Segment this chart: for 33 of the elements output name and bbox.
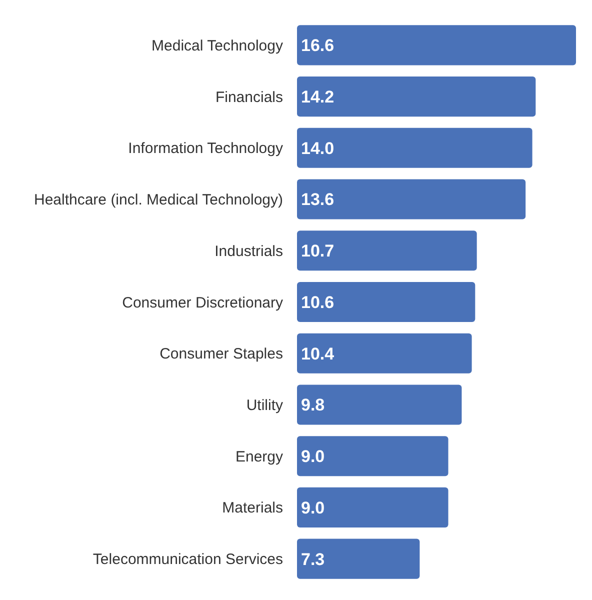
data-label: 16.6	[301, 36, 334, 56]
y-tick-label: Consumer Discretionary	[122, 294, 284, 312]
y-tick-label: Energy	[235, 448, 284, 466]
bar	[297, 179, 526, 220]
data-label: 10.6	[301, 292, 334, 312]
data-label: 9.0	[301, 498, 325, 518]
y-tick-label: Information Technology	[128, 140, 284, 158]
data-label: 9.8	[301, 396, 325, 415]
y-tick-label: Materials	[222, 500, 283, 517]
y-tick-label: Medical Technology	[152, 37, 284, 54]
data-label: 7.3	[301, 550, 325, 569]
data-label: 14.0	[301, 138, 334, 158]
bar	[297, 487, 448, 528]
data-label: 13.6	[301, 190, 334, 210]
data-label: 9.0	[301, 447, 325, 466]
bar	[297, 230, 477, 271]
bar	[297, 436, 448, 476]
bar	[297, 384, 462, 425]
bar	[297, 538, 420, 579]
data-label: 10.4	[301, 344, 335, 364]
y-tick-label: Industrials	[214, 242, 283, 260]
bar	[297, 25, 576, 66]
y-tick-label: Telecommunication Services	[92, 551, 283, 568]
y-tick-label: Utility	[246, 396, 284, 414]
data-label: 10.7	[301, 242, 334, 261]
y-tick-label: Consumer Staples	[160, 346, 283, 363]
bar	[297, 128, 532, 168]
y-tick-label: Healthcare (incl. Medical Technology)	[34, 192, 283, 209]
bar	[297, 333, 472, 374]
bar	[297, 282, 476, 322]
data-label: 14.2	[301, 87, 334, 106]
y-tick-label: Financials	[215, 88, 283, 106]
bar	[297, 76, 536, 117]
